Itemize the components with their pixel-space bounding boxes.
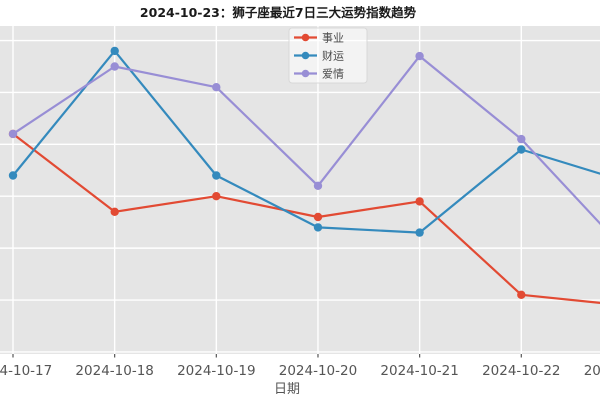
data-point-事业 — [212, 192, 221, 201]
x-axis-ticks — [12, 354, 522, 358]
data-point-财运 — [212, 171, 221, 180]
legend-label: 财运 — [322, 49, 344, 63]
gridlines — [0, 26, 600, 354]
data-point-财运 — [110, 46, 119, 56]
legend-label: 爱情 — [322, 68, 344, 81]
data-point-事业 — [517, 290, 526, 299]
legend-marker-dot — [301, 69, 310, 78]
data-point-财运 — [313, 223, 323, 232]
data-point-爱情 — [415, 51, 424, 61]
legend-marker-dot — [301, 51, 310, 60]
data-point-财运 — [415, 228, 424, 237]
data-point-爱情 — [313, 181, 323, 190]
data-point-爱情 — [212, 83, 221, 92]
x-axis-label: 日期 — [274, 382, 300, 397]
data-point-财运 — [517, 145, 526, 154]
legend-label: 事业 — [322, 32, 344, 45]
x-tick-label: 2024-10-23 — [584, 363, 600, 379]
data-series — [8, 46, 600, 304]
x-tick-label: 2024-10-20 — [279, 363, 357, 379]
x-tick-label: 2024-10-19 — [177, 363, 255, 379]
x-tick-label: 2024-10-22 — [482, 363, 560, 379]
x-tick-label: 2024-10-17 — [0, 363, 52, 379]
data-point-爱情 — [110, 62, 119, 71]
data-point-财运 — [8, 171, 18, 180]
data-point-事业 — [313, 212, 323, 222]
x-tick-labels: 2024-10-17 2024-10-18 2024-10-19 2024-10-20… — [0, 363, 600, 379]
data-point-事业 — [415, 197, 424, 206]
chart-title: 2024-10-23：狮子座最近7日三大运势指数趋势 — [140, 5, 417, 20]
x-tick-label: 2024-10-21 — [380, 363, 458, 379]
legend-marker-dot — [301, 33, 310, 42]
data-point-爱情 — [8, 129, 18, 139]
legend-box — [288, 27, 368, 84]
data-point-事业 — [110, 207, 119, 216]
data-point-爱情 — [517, 134, 526, 144]
x-tick-label: 2024-10-18 — [75, 363, 153, 379]
